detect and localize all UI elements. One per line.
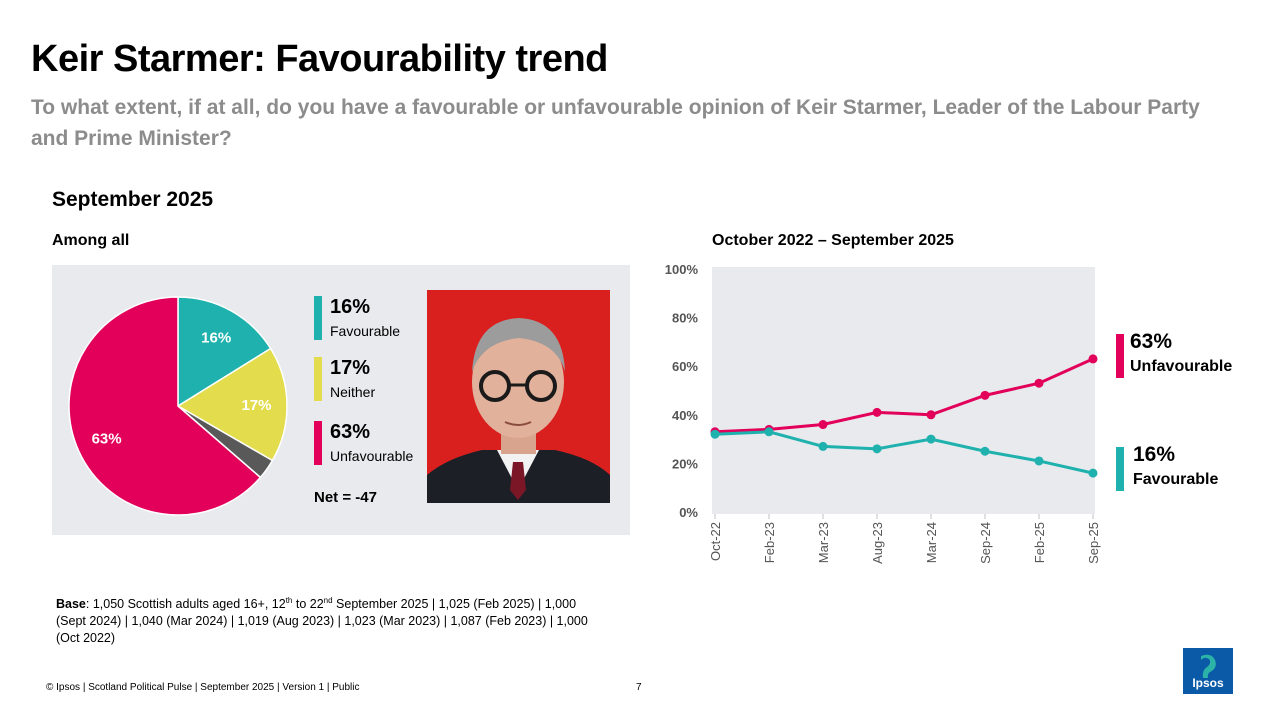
point-unfavourable — [926, 410, 936, 420]
legend-favourable-swatch — [314, 296, 322, 340]
pie-slice-neither — [176, 347, 288, 462]
point-favourable — [710, 429, 720, 439]
legend-neither-label: Neither — [330, 384, 376, 400]
base-text: : 1,050 Scottish adults aged 16+, 12 — [85, 597, 286, 612]
net-score: Net = -47 — [314, 489, 377, 506]
trend-title: October 2022 – September 2025 — [712, 232, 954, 249]
point-favourable — [1088, 468, 1098, 478]
x-tick-label: Mar-23 — [816, 522, 831, 563]
end-favourable-pct: 16% — [1133, 443, 1176, 466]
pie-label-unfavourable: 63% — [92, 431, 122, 448]
point-favourable — [872, 444, 882, 454]
y-tick-label: 60% — [672, 359, 698, 374]
footer: © Ipsos | Scotland Political Pulse | Sep… — [46, 682, 360, 693]
y-tick-label: 20% — [672, 456, 698, 471]
logo-text: Ipsos — [1192, 676, 1224, 690]
ipsos-logo: Ipsos — [1183, 648, 1233, 694]
survey-question: To what extent, if at all, do you have a… — [31, 96, 1200, 150]
y-tick-label: 0% — [679, 505, 698, 520]
legend-neither-swatch — [314, 357, 322, 401]
portrait-photo — [427, 290, 610, 503]
x-tick-label: Feb-23 — [762, 522, 777, 563]
point-favourable — [926, 434, 936, 444]
x-tick-label: Aug-23 — [870, 522, 885, 564]
base-text-3: September 2025 | 1,025 (Feb 2025) | 1,00… — [56, 597, 588, 646]
x-tick-label: Feb-25 — [1032, 522, 1047, 563]
among-label: Among all — [52, 232, 130, 249]
pie-slice-favourable — [177, 296, 272, 408]
base-sup-nd: nd — [323, 596, 333, 605]
period-heading: September 2025 — [52, 188, 214, 211]
page-title: Keir Starmer: Favourability trend — [31, 38, 608, 80]
series-line-favourable — [714, 430, 1094, 475]
legend-neither-pct: 17% — [330, 357, 371, 379]
base-text-2: to 22 — [292, 597, 324, 612]
y-tick-label: 40% — [672, 408, 698, 423]
pie-chart: 16% 17% 63% — [68, 296, 288, 516]
point-favourable — [1034, 456, 1044, 466]
point-unfavourable — [818, 420, 828, 430]
point-unfavourable — [980, 390, 990, 400]
end-favourable-label: Favourable — [1133, 471, 1219, 488]
base-sup-th: th — [285, 596, 293, 605]
y-tick-label: 100% — [665, 262, 699, 277]
point-favourable — [764, 427, 774, 437]
pie-label-favourable: 16% — [201, 329, 231, 346]
x-tick-label: Sep-24 — [978, 522, 993, 564]
point-favourable — [980, 446, 990, 456]
end-unfavourable-swatch — [1116, 334, 1124, 378]
legend-unfavourable-label: Unfavourable — [330, 448, 414, 464]
point-favourable — [818, 441, 828, 451]
x-tick-label: Sep-25 — [1086, 522, 1101, 564]
base-note: Base: 1,050 Scottish adults aged 16+, 12… — [56, 592, 596, 647]
point-unfavourable — [872, 407, 882, 417]
point-unfavourable — [1088, 354, 1098, 364]
end-unfavourable-label: Unfavourable — [1130, 358, 1233, 375]
page-number: 7 — [636, 682, 642, 693]
base-label: Base — [56, 597, 86, 612]
line-plot-area — [712, 267, 1095, 514]
end-unfavourable-pct: 63% — [1130, 330, 1173, 353]
pie-slice-unfavourable — [68, 296, 262, 516]
legend-unfavourable-swatch — [314, 421, 322, 465]
legend-unfavourable-pct: 63% — [330, 421, 371, 443]
y-tick-label: 80% — [672, 311, 698, 326]
pie-label-neither: 17% — [241, 397, 271, 414]
point-unfavourable — [1034, 378, 1044, 388]
legend-favourable-pct: 16% — [330, 296, 371, 318]
x-tick-label: Oct-22 — [708, 522, 723, 561]
series-line-unfavourable — [714, 357, 1094, 434]
end-favourable-swatch — [1116, 447, 1124, 491]
x-tick-label: Mar-24 — [924, 522, 939, 563]
line-chart: 0% 20% 40% 60% 80% 100% Oct-22 Feb-23 Mar-23 Aug-… — [665, 262, 1101, 564]
pie-panel: 16% 17% 63% 16% Favourable 17% Neither 63%… — [52, 265, 630, 535]
legend-favourable-label: Favourable — [330, 323, 401, 339]
